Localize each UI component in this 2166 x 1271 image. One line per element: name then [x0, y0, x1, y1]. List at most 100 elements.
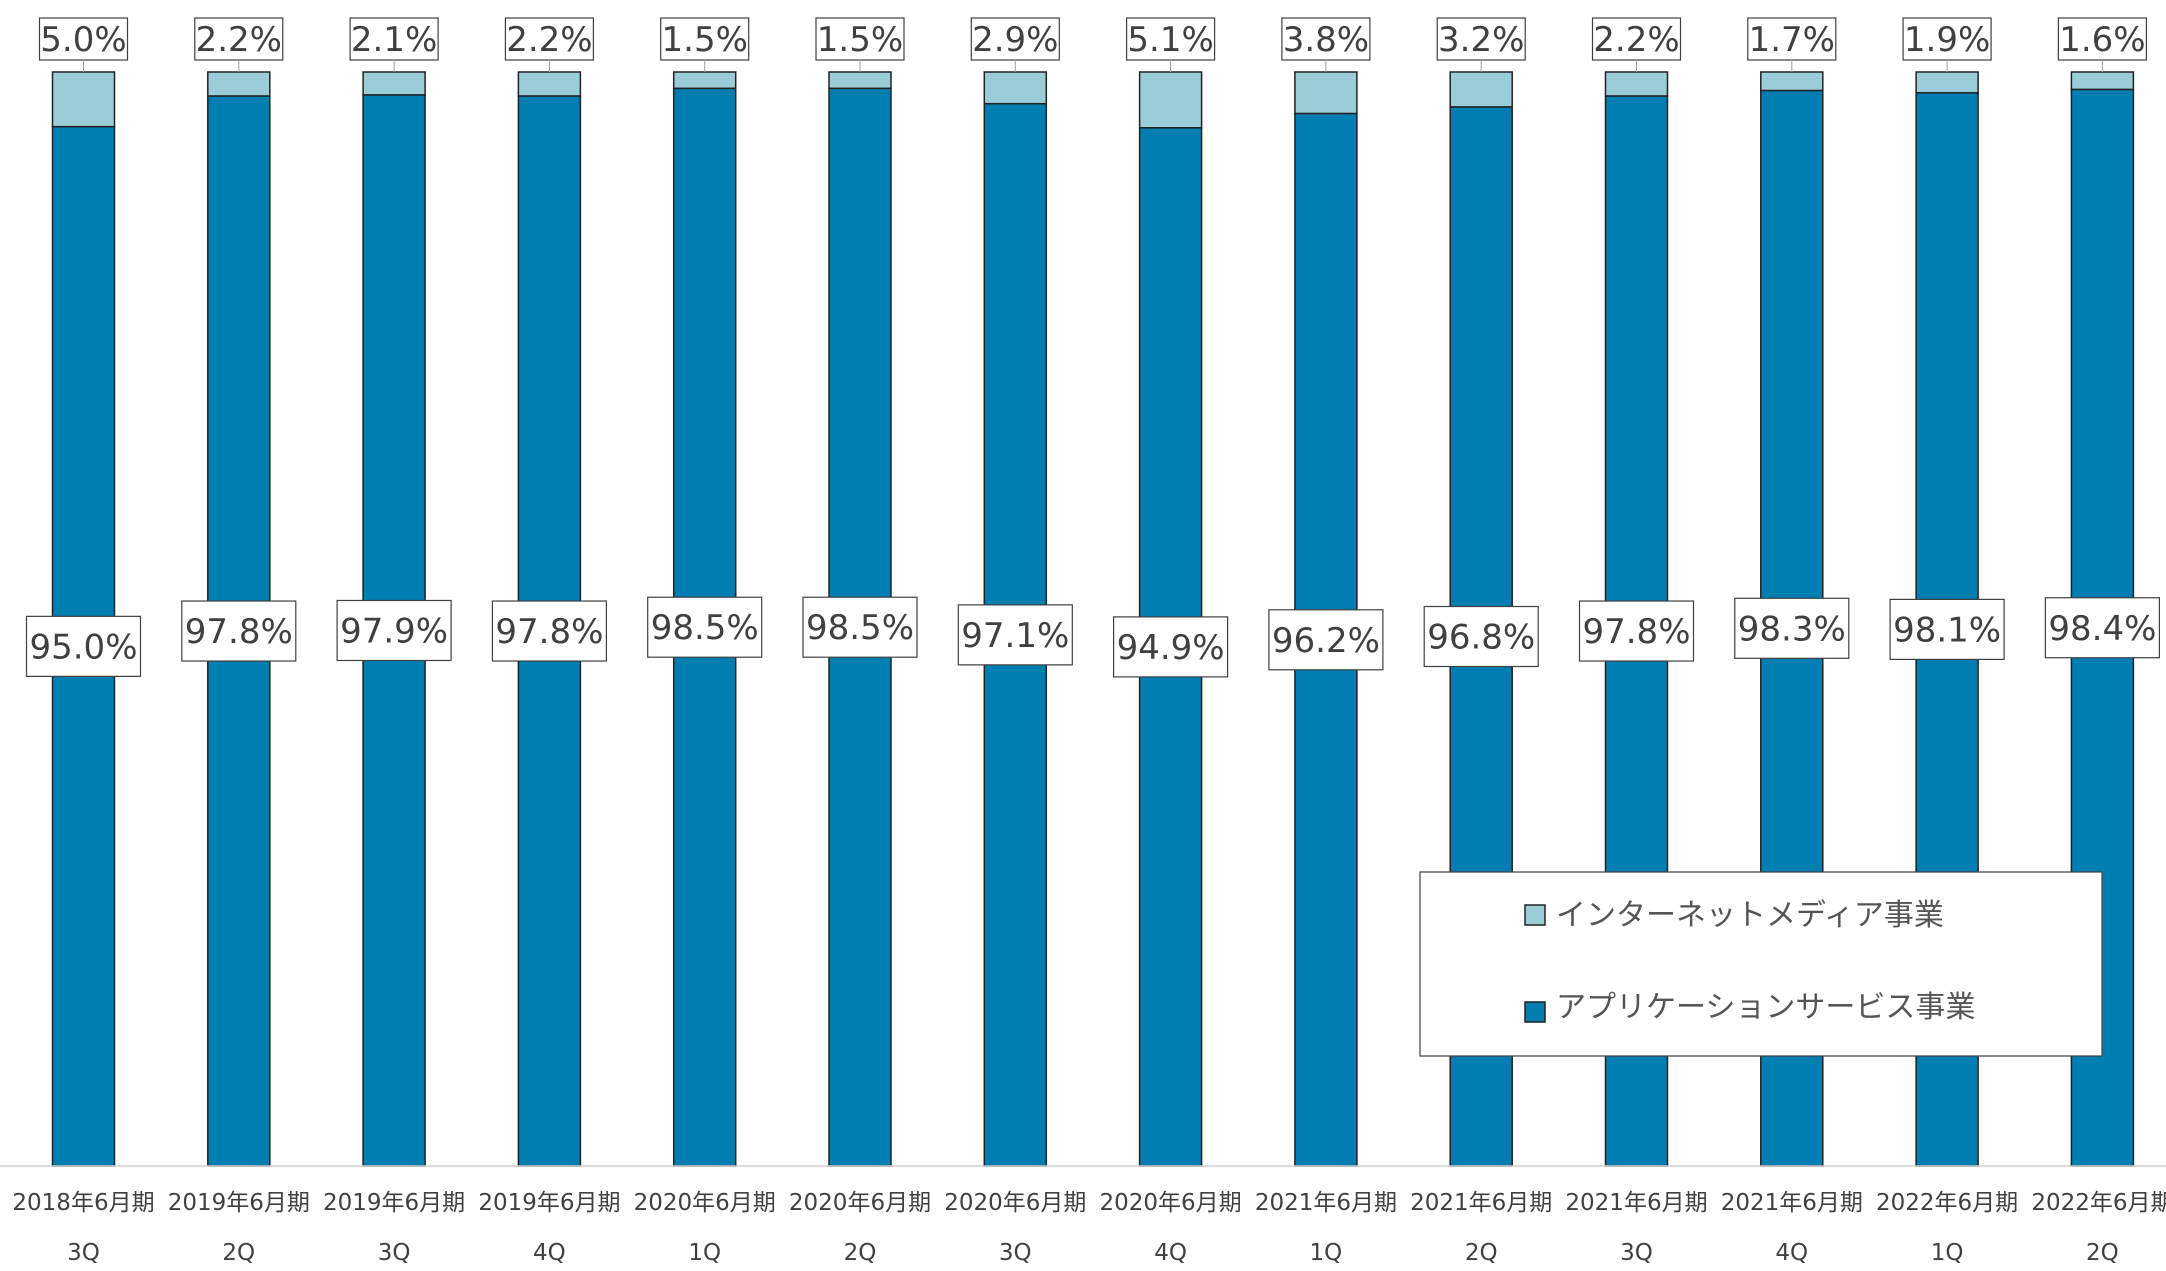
x-tick-label-period: 2018年6月期 — [12, 1190, 154, 1216]
data-label-internet-media: 3.8% — [1283, 20, 1369, 60]
x-tick-label-quarter: 3Q — [67, 1240, 100, 1266]
x-tick-label-quarter: 1Q — [1310, 1240, 1343, 1266]
data-label-internet-media: 2.2% — [1593, 20, 1679, 60]
data-label-application-service: 98.1% — [1893, 610, 2001, 650]
data-label-internet-media: 2.9% — [972, 20, 1058, 60]
bar-segment-internet-media — [1138, 71, 1203, 129]
bar-segment-internet-media — [828, 71, 892, 90]
x-tick-label-quarter: 4Q — [1154, 1240, 1187, 1266]
x-tick-label-period: 2019年6月期 — [478, 1190, 620, 1216]
bar-segment-internet-media — [983, 71, 1048, 105]
bar-segment-internet-media — [2070, 71, 2135, 91]
data-label-box-application-service — [1734, 597, 1850, 659]
data-label-application-service: 96.8% — [1427, 618, 1535, 658]
data-label-application-service: 98.5% — [651, 608, 759, 648]
data-label-internet-media: 1.7% — [1749, 20, 1835, 60]
data-label-internet-media: 5.1% — [1127, 20, 1213, 60]
bar-segment-internet-media — [51, 71, 116, 128]
bar-segment-internet-media — [1294, 71, 1358, 115]
data-label-internet-media: 2.1% — [351, 20, 437, 60]
x-tick-label-period: 2021年6月期 — [1721, 1190, 1863, 1216]
data-label-box-internet-media — [815, 17, 905, 61]
data-label-box-internet-media — [1125, 17, 1216, 61]
x-tick-label-period: 2020年6月期 — [944, 1190, 1086, 1216]
data-label-internet-media: 5.0% — [40, 20, 126, 60]
data-label-application-service: 97.1% — [961, 616, 1069, 656]
bar-segment-internet-media — [207, 71, 271, 97]
data-label-box-internet-media — [38, 17, 129, 61]
data-label-application-service: 98.3% — [1738, 609, 1846, 649]
legend-box — [1419, 871, 2103, 1057]
data-label-box-internet-media — [1747, 17, 1837, 61]
data-label-internet-media: 1.9% — [1904, 20, 1990, 60]
data-label-box-internet-media — [970, 17, 1060, 61]
x-tick-label-quarter: 1Q — [688, 1240, 721, 1266]
data-label-box-application-service — [1112, 616, 1229, 678]
data-label-box-application-service — [336, 599, 452, 662]
x-tick-label-period: 2021年6月期 — [1255, 1190, 1397, 1216]
x-tick-label-period: 2020年6月期 — [634, 1190, 776, 1216]
x-tick-label-period: 2020年6月期 — [789, 1190, 931, 1216]
x-tick-label-period: 2022年6月期 — [1876, 1190, 2018, 1216]
legend-swatch-application-service — [1524, 1001, 1546, 1023]
data-label-internet-media: 1.5% — [662, 20, 748, 60]
x-tick-label-quarter: 2Q — [222, 1240, 255, 1266]
x-tick-label-quarter: 3Q — [378, 1240, 411, 1266]
x-tick-label-quarter: 2Q — [844, 1240, 877, 1266]
bar-segment-internet-media — [362, 71, 426, 96]
data-label-application-service: 98.5% — [806, 608, 914, 648]
data-label-box-internet-media — [1436, 17, 1526, 61]
legend-swatch-internet-media — [1524, 904, 1546, 926]
data-label-box-application-service — [802, 596, 918, 658]
data-label-application-service: 97.8% — [1582, 612, 1690, 652]
x-tick-label-period: 2021年6月期 — [1410, 1190, 1552, 1216]
data-label-application-service: 97.8% — [495, 612, 603, 652]
bar-segment-internet-media — [672, 71, 737, 90]
bar-segment-internet-media — [517, 71, 582, 97]
x-tick-label-quarter: 2Q — [2086, 1240, 2119, 1266]
x-tick-label-quarter: 4Q — [1775, 1240, 1808, 1266]
x-tick-label-quarter: 3Q — [1620, 1240, 1653, 1266]
data-label-internet-media: 1.6% — [2059, 20, 2145, 60]
data-label-box-application-service — [2044, 597, 2161, 659]
legend-label-application-service: アプリケーションサービス事業 — [1556, 990, 1975, 1025]
data-label-box-application-service — [25, 615, 142, 677]
bar-segment-internet-media — [1760, 71, 1824, 92]
bar-segment-internet-media — [1449, 71, 1513, 108]
data-label-box-internet-media — [2057, 17, 2147, 61]
x-tick-label-quarter: 1Q — [1931, 1240, 1964, 1266]
data-label-application-service: 95.0% — [29, 627, 137, 667]
bar-segment-internet-media — [1604, 71, 1669, 97]
data-label-box-application-service — [957, 604, 1073, 666]
data-label-box-application-service — [1268, 609, 1384, 671]
data-label-box-internet-media — [660, 17, 750, 61]
bar-segment-internet-media — [1915, 71, 1979, 94]
data-label-internet-media: 1.5% — [817, 20, 903, 60]
data-label-internet-media: 3.2% — [1438, 20, 1524, 60]
data-label-box-application-service — [491, 600, 607, 662]
x-tick-label-period: 2021年6月期 — [1565, 1190, 1707, 1216]
x-tick-label-period: 2020年6月期 — [1100, 1190, 1242, 1216]
data-label-box-application-service — [1578, 600, 1695, 662]
x-tick-label-quarter: 2Q — [1465, 1240, 1498, 1266]
data-label-application-service: 96.2% — [1272, 621, 1380, 661]
data-label-application-service: 98.4% — [2048, 609, 2156, 649]
data-label-box-application-service — [647, 596, 763, 658]
data-label-application-service: 97.8% — [185, 612, 293, 652]
data-label-application-service: 94.9% — [1117, 628, 1225, 668]
legend-label-internet-media: インターネットメディア事業 — [1556, 898, 1944, 933]
data-label-internet-media: 2.2% — [196, 20, 282, 60]
x-tick-label-quarter: 4Q — [533, 1240, 566, 1266]
x-tick-label-period: 2019年6月期 — [323, 1190, 465, 1216]
data-label-box-internet-media — [1281, 17, 1371, 61]
data-label-internet-media: 2.2% — [506, 20, 592, 60]
data-label-application-service: 97.9% — [340, 611, 448, 651]
data-label-box-application-service — [1889, 598, 2005, 660]
data-label-box-application-service — [181, 600, 297, 662]
x-tick-label-period: 2019年6月期 — [168, 1190, 310, 1216]
x-tick-label-period: 2022年6月期 — [2031, 1190, 2166, 1216]
data-label-box-internet-media — [1902, 17, 1992, 61]
data-label-box-internet-media — [194, 17, 284, 61]
